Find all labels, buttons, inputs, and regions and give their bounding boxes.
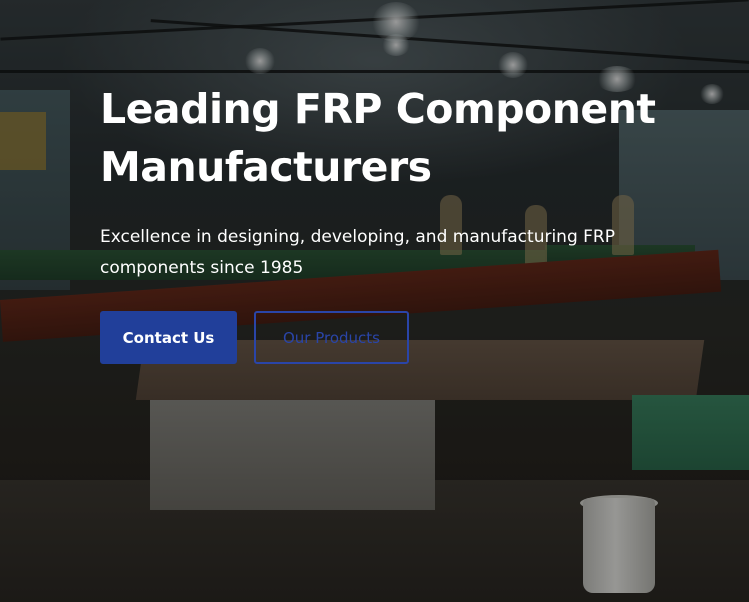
- contact-us-button[interactable]: Contact Us: [100, 311, 237, 364]
- hero-subtitle-line1: Excellence in designing, developing, and…: [100, 227, 615, 247]
- hero-content: Leading FRP Component Manufacturers Exce…: [100, 80, 720, 284]
- bucket: [583, 498, 655, 593]
- our-products-button[interactable]: Our Products: [254, 311, 409, 364]
- wall-sign: [0, 112, 46, 170]
- hero-subtitle: Excellence in designing, developing, and…: [100, 222, 700, 284]
- hero-title-line2: Manufacturers: [100, 143, 432, 191]
- hero-actions: Contact Us Our Products: [100, 311, 409, 364]
- hero-subtitle-line2: components since 1985: [100, 258, 304, 278]
- hero-title: Leading FRP Component Manufacturers: [100, 80, 720, 196]
- hero-title-line1: Leading FRP Component: [100, 85, 656, 133]
